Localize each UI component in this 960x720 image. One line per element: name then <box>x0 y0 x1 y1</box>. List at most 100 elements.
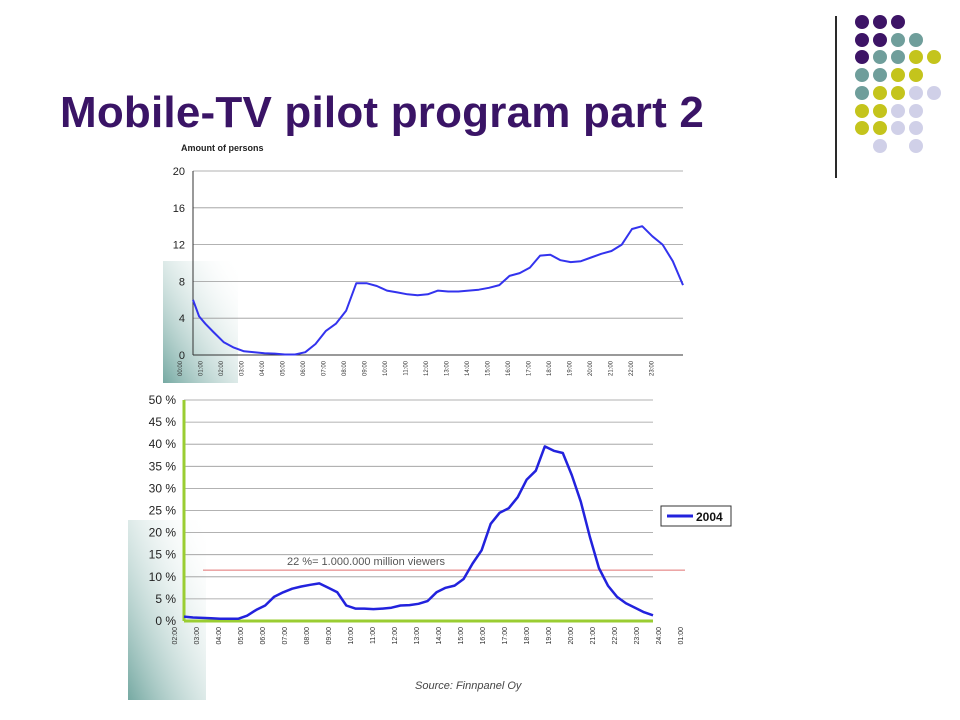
decorative-dot <box>855 33 869 47</box>
decorative-dot <box>891 15 905 29</box>
decorative-dot <box>909 86 923 100</box>
x-tick-label: 15:00 <box>458 627 465 645</box>
decorative-dot <box>927 50 941 64</box>
x-tick-label: 16:00 <box>506 360 512 376</box>
decorative-dot <box>873 104 887 118</box>
decorative-dot <box>873 86 887 100</box>
x-tick-label: 03:00 <box>240 360 246 376</box>
y-tick-label: 0 % <box>155 614 176 628</box>
x-tick-label: 12:00 <box>424 360 430 376</box>
decorative-dot <box>909 50 923 64</box>
x-tick-label: 05:00 <box>238 627 245 645</box>
x-tick-label: 21:00 <box>590 627 597 645</box>
x-tick-label: 15:00 <box>486 360 492 376</box>
y-tick-label: 30 % <box>149 481 177 495</box>
decorative-dot <box>873 68 887 82</box>
x-tick-label: 21:00 <box>609 360 615 376</box>
x-tick-label: 18:00 <box>524 627 531 645</box>
x-tick-label: 19:00 <box>546 627 553 645</box>
x-tick-label: 13:00 <box>445 360 451 376</box>
x-tick-label: 11:00 <box>404 360 410 375</box>
x-tick-label: 10:00 <box>348 627 355 645</box>
decorative-dot <box>873 15 887 29</box>
x-tick-label: 00:00 <box>178 360 184 376</box>
decorative-dot <box>927 86 941 100</box>
series-line <box>192 225 684 356</box>
decorative-dot <box>873 50 887 64</box>
decorative-dot <box>855 50 869 64</box>
persons-line-chart: Amount of persons 0 4 8 12 16 20 00:00 01:00 02:… <box>163 141 691 383</box>
decorative-dot-grid <box>855 15 941 153</box>
decorative-dot <box>891 33 905 47</box>
decorative-dot <box>891 68 905 82</box>
x-tick-label: 06:00 <box>301 360 307 376</box>
decorative-dot <box>855 86 869 100</box>
chart2-annotation: 22 %= 1.000.000 million viewers <box>287 556 446 568</box>
x-tick-label: 17:00 <box>527 360 533 376</box>
x-tick-label: 05:00 <box>281 360 287 376</box>
decorative-dot <box>855 104 869 118</box>
decorative-dot <box>891 86 905 100</box>
x-tick-label: 11:00 <box>370 627 377 644</box>
y-tick-label: 20 <box>173 166 185 178</box>
y-tick-label: 0 <box>179 350 185 362</box>
x-tick-label: 02:00 <box>172 627 179 645</box>
chart1-ylabel: Amount of persons <box>181 143 264 153</box>
series-line <box>183 445 654 621</box>
x-tick-label: 04:00 <box>260 360 266 376</box>
x-tick-label: 02:00 <box>219 360 225 376</box>
y-tick-label: 50 % <box>149 393 177 407</box>
y-tick-label: 25 % <box>149 504 177 518</box>
decorative-dot <box>855 121 869 135</box>
x-tick-label: 16:00 <box>480 627 487 645</box>
persons-chart-svg: Amount of persons 0 4 8 12 16 20 00:00 01:00 02:… <box>163 143 684 383</box>
y-tick-label: 45 % <box>149 415 177 429</box>
y-tick-label: 4 <box>179 313 185 325</box>
accent-gradient <box>128 520 206 700</box>
y-tick-label: 8 <box>179 276 185 288</box>
x-tick-label: 04:00 <box>216 627 223 645</box>
x-tick-label: 18:00 <box>547 360 553 376</box>
y-tick-label: 16 <box>173 203 185 215</box>
x-tick-label: 17:00 <box>502 627 509 645</box>
x-tick-label: 22:00 <box>612 627 619 645</box>
x-tick-label: 06:00 <box>260 627 267 645</box>
x-tick-label: 09:00 <box>326 627 333 645</box>
x-tick-label: 12:00 <box>392 627 399 645</box>
x-tick-label: 24:00 <box>656 627 663 645</box>
decorative-dot <box>909 139 923 153</box>
x-tick-label: 20:00 <box>568 627 575 645</box>
x-tick-label: 19:00 <box>568 360 574 376</box>
decorative-dot <box>873 139 887 153</box>
viewers-chart-svg: 22 %= 1.000.000 million viewers Source: … <box>128 393 732 700</box>
decorative-dot <box>891 50 905 64</box>
x-tick-label: 14:00 <box>436 627 443 645</box>
viewers-percent-line-chart: 22 %= 1.000.000 million viewers Source: … <box>128 390 738 700</box>
x-tick-label: 22:00 <box>629 360 635 376</box>
y-tick-label: 35 % <box>149 459 177 473</box>
x-tick-label: 01:00 <box>199 360 205 376</box>
x-tick-label: 03:00 <box>194 627 201 645</box>
decorative-dot <box>873 121 887 135</box>
decorative-dot <box>855 15 869 29</box>
x-tick-label: 14:00 <box>465 360 471 376</box>
chart2-legend-label: 2004 <box>696 510 723 524</box>
y-tick-label: 20 % <box>149 526 177 540</box>
decorative-dot <box>909 68 923 82</box>
decorative-dot <box>855 68 869 82</box>
y-tick-label: 10 % <box>149 570 177 584</box>
x-tick-label: 23:00 <box>650 360 656 376</box>
y-tick-label: 15 % <box>149 548 177 562</box>
y-tick-label: 5 % <box>155 592 176 606</box>
x-tick-label: 08:00 <box>342 360 348 376</box>
decorative-dot <box>909 104 923 118</box>
chart2-source: Source: Finnpanel Oy <box>415 680 523 692</box>
decorative-dot <box>909 33 923 47</box>
x-tick-label: 01:00 <box>678 627 685 645</box>
decorative-dot <box>891 104 905 118</box>
y-tick-label: 12 <box>173 240 185 252</box>
y-tick-label: 40 % <box>149 437 177 451</box>
decorative-dot <box>909 121 923 135</box>
decorative-dot <box>891 121 905 135</box>
x-tick-label: 23:00 <box>634 627 641 645</box>
